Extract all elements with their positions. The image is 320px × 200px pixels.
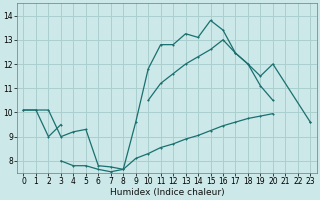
- X-axis label: Humidex (Indice chaleur): Humidex (Indice chaleur): [109, 188, 224, 197]
